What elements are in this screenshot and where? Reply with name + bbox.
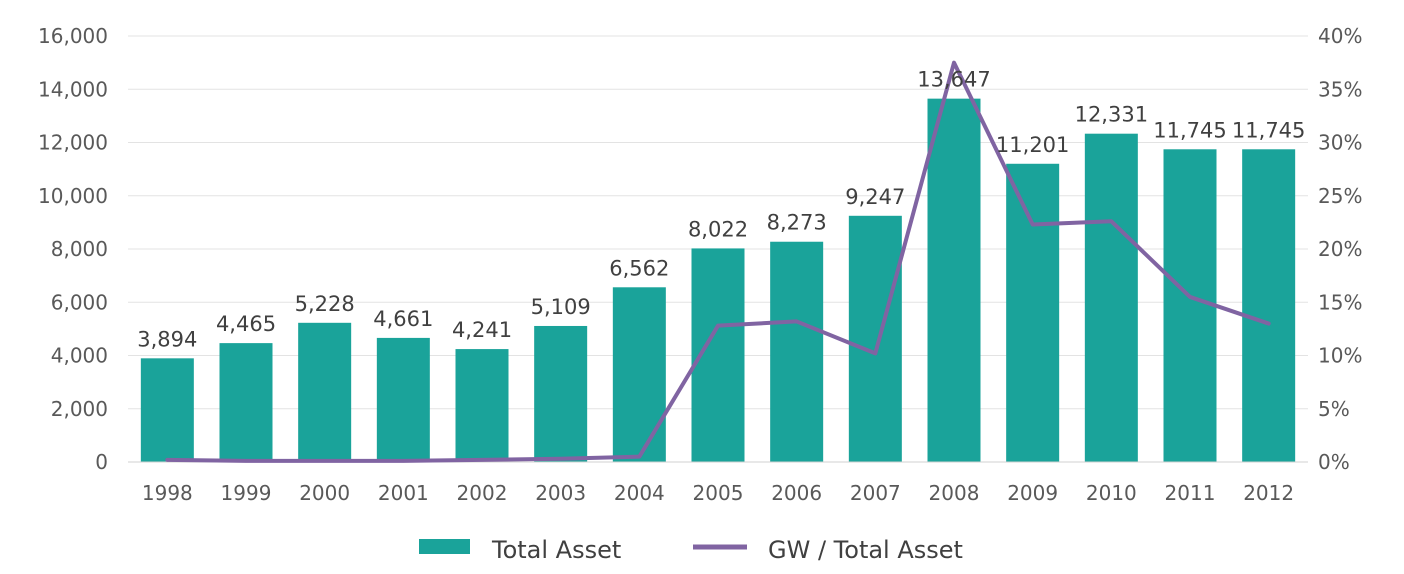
right-tick-label: 0% xyxy=(1318,450,1350,474)
left-tick-label: 6,000 xyxy=(51,290,108,314)
line-point-2006 xyxy=(795,319,799,323)
line-point-2003 xyxy=(559,457,563,461)
right-tick-label: 5% xyxy=(1318,397,1350,421)
x-tick-label: 2000 xyxy=(299,481,350,505)
data-label-2011: 11,745 xyxy=(1153,118,1226,142)
data-label-2010: 12,331 xyxy=(1075,103,1148,127)
left-tick-label: 2,000 xyxy=(51,397,108,421)
data-label-2007: 9,247 xyxy=(845,185,905,209)
data-label-2009: 11,201 xyxy=(996,133,1069,157)
bar-2009 xyxy=(1006,163,1060,462)
x-tick-label: 2004 xyxy=(614,481,665,505)
data-label-2004: 6,562 xyxy=(609,256,669,280)
line-point-1998 xyxy=(165,458,169,462)
line-point-2011 xyxy=(1188,295,1192,299)
x-tick-label: 2011 xyxy=(1165,481,1216,505)
data-label-2001: 4,661 xyxy=(373,307,433,331)
line-point-2008 xyxy=(952,61,956,65)
legend-swatch-total-asset xyxy=(419,539,470,554)
bar-1999 xyxy=(219,343,273,462)
left-axis: 0 2,000 4,000 6,000 8,000 10,000 12,000 14,000 1… xyxy=(38,24,108,474)
data-label-1998: 3,894 xyxy=(137,327,197,351)
bar-2011 xyxy=(1163,149,1217,462)
line-point-2004 xyxy=(637,455,641,459)
data-label-2006: 8,273 xyxy=(767,211,827,235)
bar-2012 xyxy=(1242,149,1296,462)
bar-series-total-asset xyxy=(140,98,1296,463)
data-label-2000: 5,228 xyxy=(295,292,355,316)
line-point-2009 xyxy=(1031,223,1035,227)
legend-label-gw-total-asset: GW / Total Asset xyxy=(768,536,963,564)
bar-2004 xyxy=(612,287,666,462)
bar-2000 xyxy=(298,322,352,462)
data-label-1999: 4,465 xyxy=(216,312,276,336)
bar-2002 xyxy=(455,349,509,462)
bar-2007 xyxy=(848,215,902,462)
bar-2008 xyxy=(927,98,981,463)
bar-2001 xyxy=(376,337,430,462)
x-tick-label: 2002 xyxy=(457,481,508,505)
x-tick-label: 1999 xyxy=(221,481,272,505)
x-tick-label: 2009 xyxy=(1007,481,1058,505)
x-tick-label: 1998 xyxy=(142,481,193,505)
left-tick-label: 10,000 xyxy=(38,184,108,208)
x-axis: 1998 1999 2000 2001 2002 2003 2004 2005 2006 2007… xyxy=(128,461,1308,505)
right-tick-label: 25% xyxy=(1318,184,1362,208)
bar-1998 xyxy=(140,358,194,462)
x-tick-label: 2008 xyxy=(929,481,980,505)
bar-2003 xyxy=(534,325,588,462)
right-tick-label: 10% xyxy=(1318,344,1362,368)
x-tick-label: 2003 xyxy=(535,481,586,505)
left-tick-label: 12,000 xyxy=(38,131,108,155)
line-point-2000 xyxy=(323,459,327,463)
x-tick-label: 2012 xyxy=(1243,481,1294,505)
line-point-2002 xyxy=(480,458,484,462)
data-labels: 3,894 4,465 5,228 4,661 4,241 5,109 6,562 8,022… xyxy=(137,68,1305,352)
line-point-2001 xyxy=(401,459,405,463)
left-tick-label: 0 xyxy=(95,450,108,474)
x-tick-label: 2005 xyxy=(693,481,744,505)
right-tick-label: 35% xyxy=(1318,77,1362,101)
right-tick-label: 15% xyxy=(1318,290,1362,314)
line-point-2005 xyxy=(716,324,720,328)
left-tick-label: 14,000 xyxy=(38,77,108,101)
line-series-gw-total-asset xyxy=(165,60,1271,463)
bar-2006 xyxy=(770,241,824,462)
x-tick-label: 2001 xyxy=(378,481,429,505)
line-point-2010 xyxy=(1109,219,1113,223)
right-tick-label: 40% xyxy=(1318,24,1362,48)
line-point-2007 xyxy=(873,351,877,355)
data-label-2008: 13,647 xyxy=(917,68,990,92)
left-tick-label: 8,000 xyxy=(51,237,108,261)
x-tick-label: 2010 xyxy=(1086,481,1137,505)
data-label-2012: 11,745 xyxy=(1232,118,1305,142)
data-label-2003: 5,109 xyxy=(531,295,591,319)
right-tick-label: 30% xyxy=(1318,131,1362,155)
data-label-2002: 4,241 xyxy=(452,318,512,342)
right-tick-label: 20% xyxy=(1318,237,1362,261)
bar-2010 xyxy=(1084,133,1138,462)
x-tick-label: 2007 xyxy=(850,481,901,505)
legend: Total Asset GW / Total Asset xyxy=(419,536,963,564)
left-tick-label: 16,000 xyxy=(38,24,108,48)
left-tick-label: 4,000 xyxy=(51,344,108,368)
x-tick-label: 2006 xyxy=(771,481,822,505)
line-point-1999 xyxy=(244,459,248,463)
legend-label-total-asset: Total Asset xyxy=(491,536,621,564)
line-point-2012 xyxy=(1267,322,1271,326)
data-label-2005: 8,022 xyxy=(688,217,748,241)
right-axis: 0% 5% 10% 15% 20% 25% 30% 35% 40% xyxy=(1318,24,1362,474)
